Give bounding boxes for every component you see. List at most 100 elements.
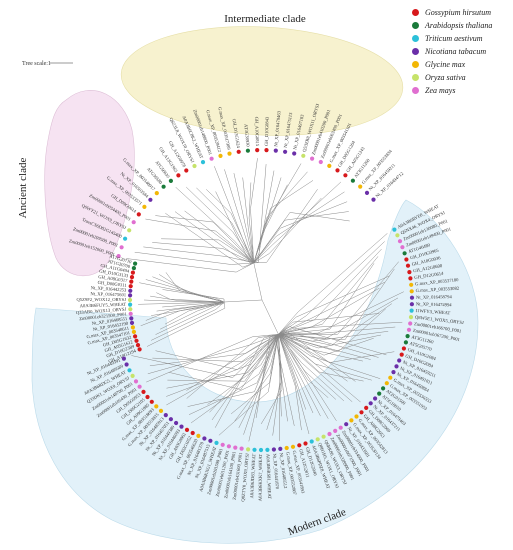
leaf-marker [408, 276, 413, 281]
terminal-branch [303, 281, 385, 323]
internal-branch [247, 334, 279, 373]
terminal-branch [151, 303, 225, 316]
leaf-marker [399, 352, 404, 357]
terminal-branch [143, 246, 227, 257]
leaf-marker [297, 443, 302, 448]
legend-label: Gossypium hirsutum [425, 8, 492, 17]
internal-branch [278, 321, 304, 335]
leaf-marker [129, 316, 134, 321]
leaf-marker [401, 346, 406, 351]
leaf-marker [283, 149, 288, 154]
internal-branch [179, 290, 225, 303]
leaf-marker [192, 163, 197, 169]
tree-scale-label: Tree scale:1 [22, 61, 51, 67]
leaf-label: Nt_XP_016441870 [272, 453, 280, 490]
terminal-branch [238, 364, 271, 429]
leaf-label: GH_D13G1624 [232, 118, 242, 148]
leaf-marker [394, 364, 399, 369]
internal-branch [253, 244, 273, 264]
leaf-marker [327, 431, 332, 437]
internal-branch [253, 253, 270, 264]
legend-swatch [412, 48, 419, 55]
legend-swatch [412, 74, 419, 81]
leaf-marker [284, 445, 289, 451]
terminal-branch [295, 275, 390, 318]
leaf-marker [226, 444, 231, 449]
terminal-branch [156, 303, 216, 312]
internal-branch [250, 334, 279, 365]
terminal-branch [306, 326, 396, 335]
terminal-branch [139, 282, 216, 299]
terminal-branch [310, 287, 380, 328]
leaf-marker [402, 251, 407, 256]
leaf-marker [265, 447, 270, 452]
leaf-marker [129, 275, 135, 280]
leaf-label: AT5G05770 [409, 341, 433, 352]
intermediate-clade-title: Intermediate clade [224, 13, 306, 25]
leaf-marker [292, 151, 297, 156]
leaf-marker [371, 197, 376, 202]
leaf-marker [359, 410, 364, 415]
leaf-marker [137, 347, 142, 352]
terminal-branch [279, 333, 337, 422]
internal-branch [278, 334, 295, 347]
terminal-branch [305, 347, 363, 362]
internal-branch [278, 334, 299, 355]
leaf-marker [149, 399, 154, 404]
internal-branch [278, 317, 297, 335]
internal-branch [236, 249, 254, 264]
terminal-branch [168, 372, 241, 390]
leaf-label: Nt_XP_016442253 [91, 285, 128, 293]
leaf-marker [158, 408, 164, 413]
terminal-branch [289, 358, 314, 414]
leaf-marker [119, 245, 124, 250]
leaf-marker [220, 442, 225, 447]
internal-branch [247, 227, 255, 263]
terminal-branch [145, 279, 207, 297]
internal-branch [249, 334, 279, 346]
leaf-marker [154, 191, 159, 196]
leaf-marker [409, 282, 414, 287]
internal-branch [278, 334, 316, 365]
internal-branch [212, 221, 254, 264]
leaf-label: Nt_XP_016485512 [279, 453, 288, 490]
leaf-label: GH_A08G0317 [98, 274, 128, 283]
internal-branch [278, 334, 308, 380]
internal-branch [253, 208, 271, 263]
internal-branch [248, 217, 255, 263]
terminal-branch [312, 331, 389, 342]
leaf-label: Q8W5E1_WOX5_ORYSJ [415, 315, 464, 326]
leaf-marker [168, 178, 173, 183]
leaf-marker [246, 447, 251, 452]
terminal-branch [211, 346, 264, 421]
leaf-label: GH_D10G3133 [99, 268, 129, 278]
leaf-label: I1WFY3_WHEAT [415, 308, 450, 315]
leaf-marker [377, 391, 382, 396]
leaf-label: G.max_XP_003537180 [415, 277, 459, 286]
leaf-marker [409, 302, 414, 307]
internal-branch [206, 301, 225, 311]
terminal-branch [284, 211, 349, 221]
legend-label: Oryza sativa [425, 73, 466, 82]
terminal-branch [230, 382, 270, 415]
leaf-marker [408, 315, 414, 320]
internal-branch [215, 230, 254, 264]
terminal-branch [266, 380, 283, 430]
leaf-label: A0A3B6FUY5_WHEAT [80, 302, 127, 309]
terminal-branch [289, 212, 350, 222]
terminal-branch [263, 163, 302, 227]
terminal-branch [297, 233, 388, 313]
terminal-branch [260, 389, 283, 425]
terminal-branch [323, 337, 374, 356]
leaf-marker [161, 184, 166, 189]
leaf-marker [364, 190, 370, 195]
internal-branch [278, 334, 325, 340]
terminal-branch [314, 363, 372, 381]
terminal-branch [307, 379, 329, 398]
leaf-marker [202, 436, 207, 441]
internal-branch [258, 334, 279, 375]
leaf-label: AT3G11260 [411, 334, 435, 344]
terminal-branch [155, 215, 214, 223]
leaf-label: GH_A11G0494 [100, 263, 130, 274]
leaf-marker [239, 446, 244, 451]
